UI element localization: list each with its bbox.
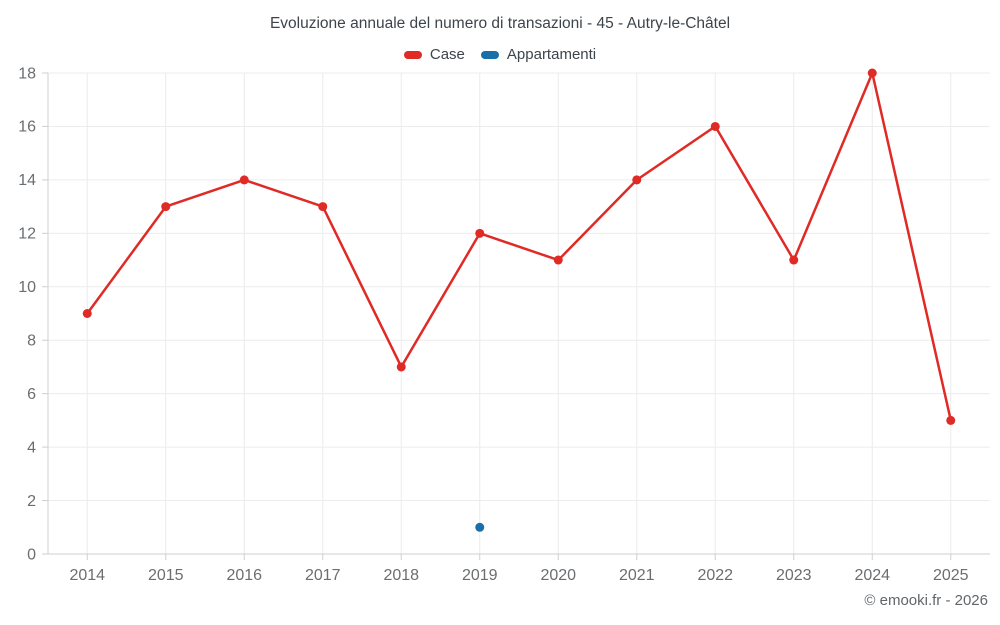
case-series-swatch-icon <box>403 50 422 59</box>
legend: Case Appartamenti <box>0 46 1000 63</box>
chart-title: Evoluzione annuale del numero di transaz… <box>269 15 731 32</box>
svg-text:4: 4 <box>27 439 36 456</box>
svg-text:2021: 2021 <box>619 567 655 584</box>
svg-text:14: 14 <box>18 172 36 189</box>
svg-text:2015: 2015 <box>148 567 184 584</box>
svg-text:2022: 2022 <box>697 567 733 584</box>
svg-text:12: 12 <box>18 226 36 243</box>
svg-text:2019: 2019 <box>462 567 498 584</box>
svg-text:6: 6 <box>27 386 36 403</box>
legend-item-appartamenti[interactable]: Appartamenti <box>480 46 597 63</box>
appartamenti-series-swatch-icon <box>480 50 499 59</box>
svg-text:2020: 2020 <box>540 567 576 584</box>
svg-text:2014: 2014 <box>69 567 105 584</box>
svg-text:0: 0 <box>27 546 36 563</box>
legend-label-appartamenti: Appartamenti <box>506 46 597 63</box>
svg-text:2025: 2025 <box>933 567 969 584</box>
svg-text:2018: 2018 <box>383 567 419 584</box>
svg-text:2: 2 <box>27 493 36 510</box>
legend-item-case[interactable]: Case <box>403 46 465 63</box>
svg-text:10: 10 <box>18 279 36 296</box>
svg-text:2024: 2024 <box>854 567 890 584</box>
svg-text:2017: 2017 <box>305 567 341 584</box>
svg-text:8: 8 <box>27 333 36 350</box>
copyright: © emooki.fr - 2026 <box>864 592 988 609</box>
svg-text:2023: 2023 <box>776 567 812 584</box>
svg-text:2016: 2016 <box>226 567 262 584</box>
svg-text:16: 16 <box>18 119 36 136</box>
svg-text:18: 18 <box>18 65 36 82</box>
legend-label-case: Case <box>429 46 465 63</box>
